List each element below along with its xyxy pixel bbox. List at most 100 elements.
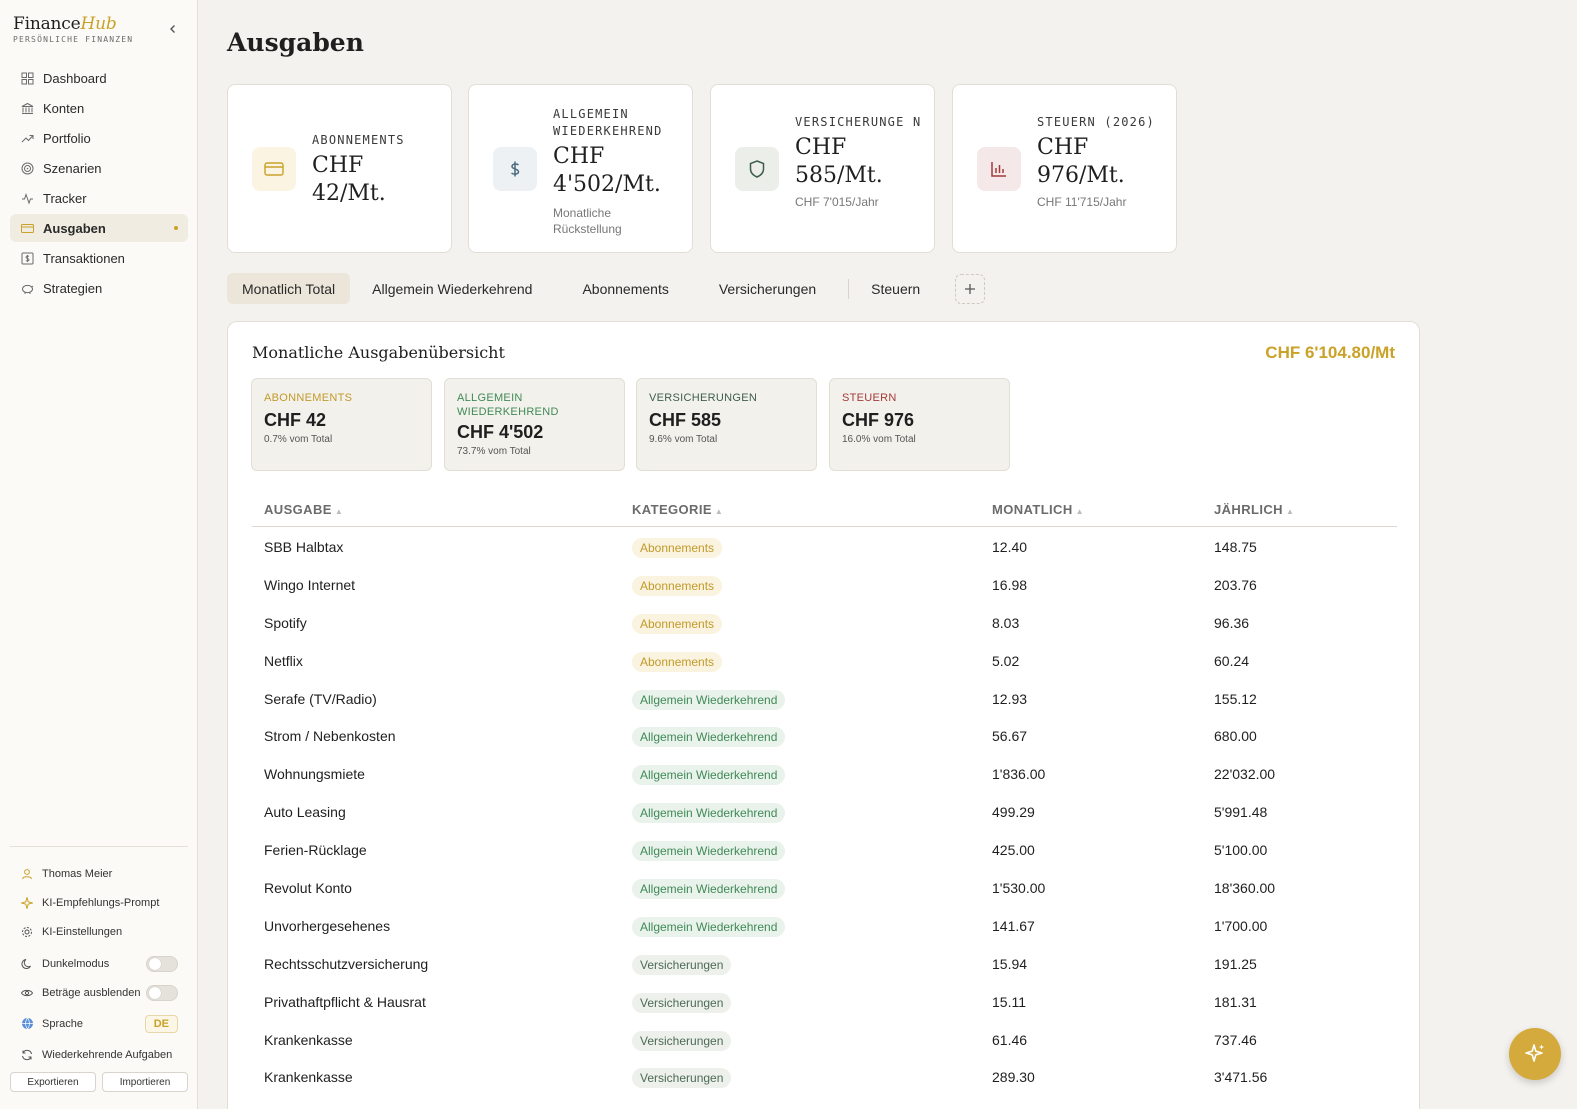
brand-name: FinanceHub	[13, 14, 117, 34]
tab-steuern[interactable]: Steuern	[871, 280, 921, 297]
category-badge: Abonnements	[632, 575, 723, 596]
sidebar-item-konten[interactable]: Konten	[10, 94, 188, 122]
table-row[interactable]: Wingo Internet Abonnements 16.98 203.76	[252, 566, 1397, 604]
import-button[interactable]: Importieren	[102, 1072, 188, 1092]
ai-prompt-link[interactable]: KI-Empfehlungs-Prompt	[10, 888, 188, 917]
export-button[interactable]: Exportieren	[10, 1072, 96, 1092]
table-row[interactable]: Krankenkasse Versicherungen 61.46 737.46	[252, 1021, 1397, 1059]
yearly-amount: 181.31	[1214, 993, 1257, 1010]
stat-card-allgemein[interactable]: Allgemein Wiederkehrend CHF 4'502/Mt. Mo…	[468, 84, 693, 253]
tab-abonnements[interactable]: Abonnements	[582, 280, 669, 297]
expense-name: SBB Halbtax	[264, 539, 344, 555]
language-selector[interactable]: DE	[144, 1014, 178, 1033]
stat-card-versicherungen[interactable]: Versicherunge n CHF 585/Mt. CHF 7'015/Ja…	[710, 84, 935, 253]
column-header-monatlich[interactable]: Monatlich ▲	[992, 502, 1084, 517]
sidebar-item-szenarien[interactable]: Szenarien	[10, 154, 188, 182]
sidebar-item-label: Strategien	[43, 280, 103, 296]
stat-card-abonnements[interactable]: Abonnements CHF 42/Mt.	[227, 84, 452, 253]
hide-amounts-toggle[interactable]	[146, 984, 178, 1001]
dark-mode-toggle[interactable]	[146, 955, 178, 972]
chevron-left-icon	[170, 25, 175, 33]
table-row[interactable]: Unvorhergesehenes Allgemein Wiederkehren…	[252, 907, 1397, 945]
table-row[interactable]: Krankenkasse Versicherungen 289.30 3'471…	[252, 1058, 1397, 1096]
collapse-sidebar-button[interactable]	[165, 22, 181, 38]
category-badge: Allgemein Wiederkehrend	[632, 689, 786, 710]
sidebar-item-portfolio[interactable]: Portfolio	[10, 124, 188, 152]
expense-name: Wingo Internet	[264, 576, 356, 593]
sidebar-item-ausgaben[interactable]: Ausgaben	[10, 214, 188, 242]
hide-amounts-label: Beträge ausblenden	[42, 986, 141, 999]
table-row[interactable]: Serafe (TV/Radio) Allgemein Wiederkehren…	[252, 680, 1397, 718]
stat-label: Allgemein Wiederkehrend	[553, 107, 663, 138]
sidebar-item-strategien[interactable]: Strategien	[10, 274, 188, 302]
ai-settings-link[interactable]: KI-Einstellungen	[10, 917, 188, 946]
category-badge: Abonnements	[632, 538, 723, 558]
add-tab-button[interactable]	[955, 273, 986, 304]
stat-card-steuern[interactable]: Steuern (2026) CHF 976/Mt. CHF 11'715/Ja…	[952, 84, 1177, 253]
table-row[interactable]: Auto Leasing Allgemein Wiederkehrend 499…	[252, 793, 1397, 831]
yearly-amount: 1'700.00	[1214, 917, 1268, 934]
summary-card-allgemein[interactable]: Allgemein Wiederkehrend CHF 4'502 73.7% …	[444, 378, 625, 471]
monthly-amount: 15.94	[992, 955, 1028, 972]
table-row[interactable]: Ferien-Rücklage Allgemein Wiederkehrend …	[252, 831, 1397, 869]
sidebar-item-label: Transaktionen	[43, 250, 125, 266]
table-row[interactable]: SBB Halbtax Abonnements 12.40 148.75	[252, 528, 1397, 566]
summary-card-steuern[interactable]: Steuern CHF 976 16.0% vom Total	[829, 378, 1010, 471]
page-title: Ausgaben	[227, 28, 364, 57]
recurring-tasks-link[interactable]: Wiederkehrende Aufgaben	[10, 1040, 188, 1069]
yearly-amount: 203.76	[1214, 576, 1257, 593]
credit-card-icon	[20, 221, 34, 235]
brand-logo[interactable]: FinanceHub PERSÖNLICHE FINANZEN	[13, 14, 133, 44]
monthly-amount: 141.67	[992, 917, 1035, 934]
sparkle-icon	[1525, 1044, 1544, 1062]
yearly-amount: 148.75	[1214, 539, 1257, 555]
category-badge: Allgemein Wiederkehrend	[632, 803, 786, 824]
stat-label: Versicherunge n	[795, 115, 922, 129]
table-row[interactable]: Privathaftpflicht & Hausrat Versicherung…	[252, 983, 1397, 1021]
hide-amounts-row: Beträge ausblenden	[10, 978, 188, 1007]
sort-icon: ▲	[714, 507, 724, 516]
sidebar-divider	[10, 846, 188, 847]
refresh-icon	[20, 1048, 34, 1062]
yearly-amount: 96.36	[1214, 614, 1250, 631]
user-profile[interactable]: Thomas Meier	[10, 859, 188, 888]
tab-versicherungen[interactable]: Versicherungen	[718, 280, 817, 297]
expense-overview-panel: Monatliche Ausgabenübersicht CHF 6'104.8…	[227, 321, 1420, 1109]
ai-assistant-button[interactable]	[1509, 1028, 1561, 1080]
shield-icon	[735, 147, 779, 191]
table-row[interactable]: Strom / Nebenkosten Allgemein Wiederkehr…	[252, 717, 1397, 755]
stat-subtext: CHF 11'715/Jahr	[1037, 195, 1127, 209]
activity-icon	[20, 191, 34, 205]
stat-subtext: CHF 7'015/Jahr	[795, 195, 879, 209]
table-row[interactable]: Revolut Konto Allgemein Wiederkehrend 1'…	[252, 869, 1397, 907]
language-row: Sprache DE	[10, 1007, 188, 1040]
dark-mode-label: Dunkelmodus	[42, 957, 110, 970]
monthly-amount: 12.93	[992, 690, 1028, 707]
column-header-jaehrlich[interactable]: Jährlich ▲	[1214, 502, 1295, 517]
table-row[interactable]: Rechtsschutzversicherung Versicherungen …	[252, 945, 1397, 983]
table-row[interactable]: Spotify Abonnements 8.03 96.36	[252, 604, 1397, 642]
sort-icon: ▲	[334, 507, 344, 516]
yearly-amount: 5'991.48	[1214, 804, 1268, 821]
sidebar-item-tracker[interactable]: Tracker	[10, 184, 188, 212]
table-row[interactable]: Wohnungsmiete Allgemein Wiederkehrend 1'…	[252, 755, 1397, 793]
sidebar-item-transaktionen[interactable]: Transaktionen	[10, 244, 188, 272]
category-badge: Versicherungen	[632, 1030, 732, 1051]
panel-title: Monatliche Ausgabenübersicht	[252, 343, 505, 362]
monthly-amount: 8.03	[992, 614, 1020, 631]
yearly-amount: 60.24	[1214, 652, 1250, 669]
column-header-kategorie[interactable]: Kategorie ▲	[632, 502, 724, 517]
table-row[interactable]: Netflix Abonnements 5.02 60.24	[252, 642, 1397, 680]
gear-icon	[20, 925, 34, 939]
sidebar-item-label: Konten	[43, 100, 85, 116]
sidebar-item-label: Ausgaben	[43, 220, 106, 236]
tab-monatlich-total[interactable]: Monatlich Total	[227, 273, 351, 304]
summary-card-abonnements[interactable]: Abonnements CHF 42 0.7% vom Total	[251, 378, 432, 471]
summary-card-versicherungen[interactable]: Versicherungen CHF 585 9.6% vom Total	[636, 378, 817, 471]
monthly-amount: 289.30	[992, 1069, 1035, 1086]
column-header-ausgabe[interactable]: Ausgabe ▲	[264, 502, 344, 517]
credit-card-icon	[252, 147, 296, 191]
expense-name: Strom / Nebenkosten	[264, 728, 396, 745]
sidebar-item-dashboard[interactable]: Dashboard	[10, 64, 188, 92]
tab-allgemein-wiederkehrend[interactable]: Allgemein Wiederkehrend	[372, 280, 533, 297]
